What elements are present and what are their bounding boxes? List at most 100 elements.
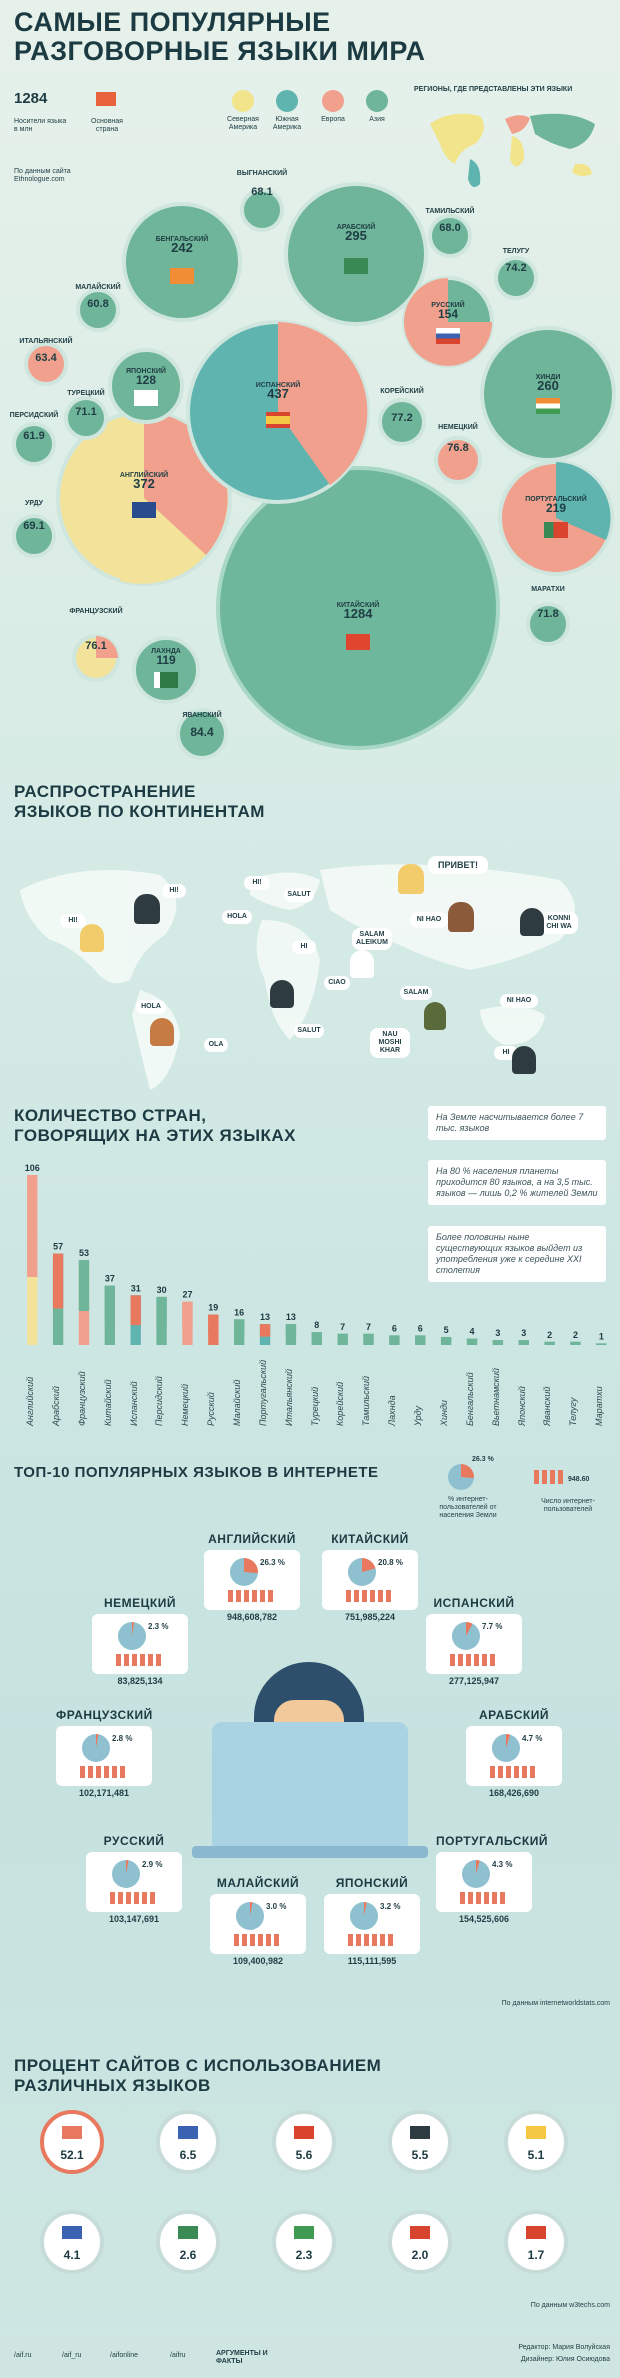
site-circle (388, 2110, 452, 2174)
site-circle (156, 2110, 220, 2174)
avatar (134, 894, 160, 924)
pie-icon (350, 1902, 378, 1930)
bar-category-label: Малайский (232, 1379, 242, 1426)
bubble-salam: SALAM (400, 986, 432, 1000)
label-malay: МАЛАЙСКИЙ 60.8 (75, 284, 121, 310)
bubble-labels: ВЫГНАНСКИЙ 68.1 АРАБСКИЙ 295 ТАМИЛЬСКИЙ 68.… (0, 150, 620, 760)
bar-top (363, 1333, 374, 1341)
flag-russia-icon (436, 328, 460, 344)
internet-pct: 3.0 % (266, 1902, 287, 1911)
bar-value: 1 (599, 1331, 604, 1341)
bar-category-label: Вьетнамский (490, 1368, 501, 1426)
bar-top (78, 1260, 90, 1311)
title-line-2: РАЗГОВОРНЫЕ ЯЗЫКИ МИРА (14, 36, 426, 66)
bar-value: 6 (418, 1323, 423, 1333)
internet-language-card: ИСПАНСКИЙ 7.7 % 277,125,947 (426, 1596, 522, 1686)
people-icon (234, 1934, 282, 1946)
bar-value: 7 (340, 1322, 345, 1332)
bar-category-label: Корейский (335, 1381, 346, 1426)
bar-top (234, 1319, 245, 1335)
site-circle (388, 2210, 452, 2274)
pie-icon (462, 1860, 490, 1888)
footer-link[interactable]: /aif_ru (62, 2352, 82, 2359)
bar-top (337, 1333, 348, 1341)
site-flag-icon (294, 2226, 314, 2239)
bar-category-label: Английский (25, 1376, 36, 1426)
legend-country-label: Основная страна (91, 118, 123, 133)
internet-language-name: РУССКИЙ (103, 1834, 165, 1848)
label-chinese: КИТАЙСКИЙ 1284 (336, 602, 380, 621)
pie-icon (230, 1558, 258, 1586)
bar-top (596, 1343, 607, 1345)
bubble-tamil (428, 214, 472, 258)
flag-japan-icon (134, 390, 158, 406)
bubble-hi-1: HI! (60, 914, 86, 928)
internet-language-box: 3.2 % (324, 1894, 420, 1954)
bar-labels: Английский Арабский Французский Китайский Ис… (18, 1350, 613, 1430)
avatar (448, 902, 474, 932)
people-icon (348, 1934, 396, 1946)
label-urdu: УРДУ 69.1 (23, 500, 45, 532)
flag-india-icon (536, 398, 560, 414)
site-value: 52.1 (60, 2148, 84, 2162)
site-flag-icon (62, 2126, 82, 2139)
bubble-hola-1: HOLA (222, 910, 252, 924)
label-javanese: ЯВАНСКИЙ 84.4 (182, 712, 222, 739)
bar-chart-svg: 106 57 53 37 31 30 27 19 16 13 13 8 7 7 6 6 5 4 3 3 2 2 1 (25, 1163, 607, 1345)
internet-language-box: 2.8 % (56, 1726, 152, 1786)
bar-category-label: Испанский (128, 1381, 139, 1426)
bubble-ni-hao-2: NI HAO (500, 994, 538, 1008)
bar-top (52, 1253, 64, 1309)
bar-top (104, 1285, 116, 1322)
bar-category-label: Урду (413, 1405, 424, 1426)
people-icon (80, 1766, 128, 1778)
internet-language-card: АРАБСКИЙ 4.7 % 168,426,690 (466, 1708, 562, 1798)
legend: 1284 Носители языка в млн Основная стран… (14, 86, 614, 183)
sites-title: ПРОЦЕНТ САЙТОВ С ИСПОЛЬЗОВАНИЕМ РАЗЛИЧНЫ… (14, 2056, 414, 2096)
site-circle (40, 2210, 104, 2274)
footer-link[interactable]: /aifonline (110, 2352, 139, 2359)
site-circle (272, 2210, 336, 2274)
legend-num-label: Число интернет-пользователей (541, 1498, 595, 1513)
regions-title: РЕГИОНЫ, ГДЕ ПРЕДСТАВЛЕНЫ ЭТИ ЯЗЫКИ (414, 86, 573, 93)
internet-users: 102,171,481 (78, 1788, 130, 1798)
bar-category-label: Японский (516, 1386, 527, 1426)
bubble-korean (378, 398, 426, 446)
footer-link[interactable]: /aifru (170, 2352, 186, 2359)
site-value: 5.1 (527, 2148, 545, 2162)
internet-users: 168,426,690 (488, 1788, 540, 1798)
bar-value: 16 (234, 1307, 244, 1317)
bar-category-label: Яванский (542, 1386, 553, 1426)
asia-label: Азия (369, 116, 385, 123)
countries-title: КОЛИЧЕСТВО СТРАН, ГОВОРЯЩИХ НА ЭТИХ ЯЗЫК… (14, 1106, 314, 1146)
footer-editor: Редактор: Мария Волуйская (518, 2344, 610, 2351)
internet-language-box: 7.7 % (426, 1614, 522, 1674)
title-line-1: САМЫЕ ПОПУЛЯРНЫЕ (14, 7, 331, 37)
internet-language-card: АНГЛИЙСКИЙ 26.3 % 948,608,782 (204, 1532, 300, 1622)
label-lahnda: ЛАХНДА 119 (151, 648, 181, 667)
bar-category-label: Хинди (438, 1400, 449, 1426)
footer-link[interactable]: /aif.ru (14, 2352, 32, 2359)
north-america-dot (232, 90, 254, 112)
bar-top (182, 1301, 193, 1328)
internet-language-name: АНГЛИЙСКИЙ (208, 1532, 296, 1546)
internet-language-name: НЕМЕЦКИЙ (103, 1596, 176, 1610)
bar-category-label: Телугу (568, 1397, 579, 1426)
avatar (350, 950, 374, 978)
bar-top (544, 1341, 555, 1344)
pie-icon (452, 1622, 480, 1650)
bubble-japanese (108, 348, 184, 424)
bar-category-label: Китайский (102, 1379, 113, 1426)
internet-users: 751,985,224 (344, 1612, 396, 1622)
bubble-chinese (216, 466, 500, 750)
bar-top (440, 1336, 452, 1342)
bubble-hola-2: HOLA (136, 1000, 166, 1014)
internet-users: 277,125,947 (448, 1676, 500, 1686)
continents-title-line-1: РАСПРОСТРАНЕНИЕ (14, 782, 196, 801)
internet-pct: 4.7 % (522, 1734, 543, 1743)
pie-icon (112, 1860, 140, 1888)
people-icon (490, 1766, 538, 1778)
bar-top (259, 1324, 271, 1337)
continents-title: РАСПРОСТРАНЕНИЕ ЯЗЫКОВ ПО КОНТИНЕНТАМ (14, 782, 334, 822)
bar-value: 31 (131, 1283, 141, 1293)
